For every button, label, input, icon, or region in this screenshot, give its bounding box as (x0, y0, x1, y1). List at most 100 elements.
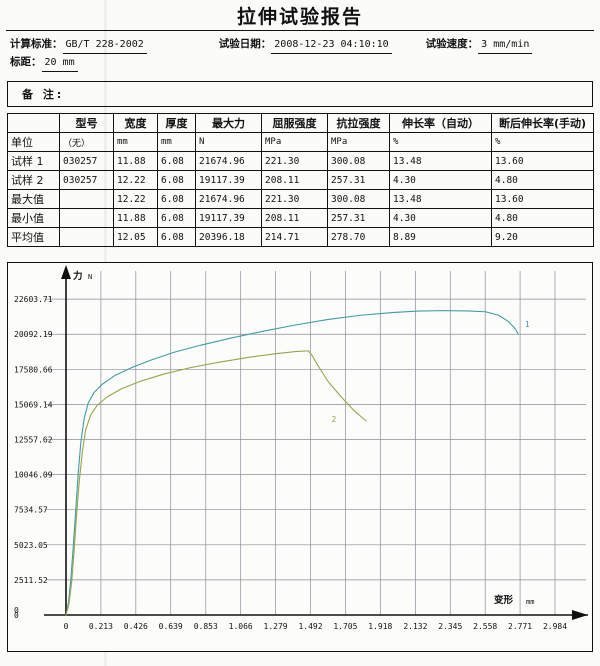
table-cell: 6.08 (157, 208, 196, 228)
x-tick-label: 1.918 (368, 622, 392, 631)
table-cell: 300.08 (327, 189, 390, 209)
table-row: 平均值 12.05 6.08 20396.18 214.71 278.70 8.89 9.20 (7, 227, 594, 247)
table-row: 试样 1 030257 11.88 6.08 21674.96 221.30 300.08 1… (7, 151, 594, 171)
table-cell: MPa (261, 132, 328, 152)
report-meta: 计算标准： GB/T 228-2002 试验日期： 2008-12-23 04:… (0, 31, 600, 74)
y-tick-label: 7534.57 (14, 506, 48, 515)
curve-series (65, 310, 519, 616)
table-cell: 300.08 (327, 151, 390, 171)
meta-field-gauge-length: 标距： 20 mm (10, 54, 78, 72)
table-cell: % (491, 132, 594, 152)
table-row: 单位 （无） mm mm N MPa MPa%% (7, 132, 594, 152)
table-cell (59, 189, 114, 209)
table-header-cell: 型号 (59, 113, 114, 133)
y-tick-label: 2511.52 (14, 576, 48, 585)
table-cell: 21674.96 (195, 151, 262, 171)
table-row-label: 试样 1 (7, 151, 60, 171)
meta-field-date: 试验日期： 2008-12-23 04:10:10 (219, 36, 392, 54)
meta-row-1: 计算标准： GB/T 228-2002 试验日期： 2008-12-23 04:… (10, 36, 590, 54)
y-origin-label: 0 (14, 606, 19, 615)
meta-label-speed: 试验速度： (425, 38, 479, 50)
x-tick-label: 1.492 (298, 622, 322, 631)
table-cell: 12.05 (113, 227, 158, 247)
table-cell (59, 227, 114, 247)
table-cell: N (195, 132, 262, 152)
y-tick-label: 17580.66 (14, 365, 53, 374)
x-tick-label: 1.705 (333, 622, 357, 631)
table-header-cell: 伸长率（自动） (389, 113, 492, 133)
table-cell: 257.31 (327, 170, 390, 190)
meta-value-gauge-length: 20 mm (41, 54, 78, 72)
y-axis-unit: N (88, 273, 92, 281)
meta-value-speed: 3 mm/min (478, 36, 533, 54)
table-row-label: 最小值 (7, 208, 60, 228)
table-cell: 214.71 (261, 227, 328, 247)
x-tick-label: 2.558 (473, 622, 497, 631)
page-title: 拉伸试验报告 (236, 6, 363, 28)
table-cell: 12.22 (113, 189, 158, 209)
table-cell: 030257 (59, 151, 114, 171)
table-header-cell: 抗拉强度 (327, 113, 390, 133)
table-cell: % (389, 132, 492, 152)
table-row-label: 平均值 (7, 227, 60, 247)
table-row: 最小值 11.88 6.08 19117.39 208.11 257.31 4.30 4.80 (7, 208, 594, 228)
meta-field-speed: 试验速度： 3 mm/min (426, 36, 533, 54)
curve-label: 1 (525, 320, 530, 329)
table-cell: 208.11 (261, 170, 328, 190)
table-cell: 11.88 (113, 208, 158, 228)
table-cell: 19117.39 (195, 170, 262, 190)
table-cell: 030257 (59, 170, 114, 190)
table-header-cell: 厚度 (157, 113, 196, 133)
table-cell: 13.48 (389, 151, 492, 171)
table-row: 试样 2 030257 12.22 6.08 19117.39 208.11 257.31 4… (7, 170, 594, 190)
force-deformation-chart: 0 2511.52 5023.05 7534.57 10046.09 12557.62 15… (7, 262, 593, 652)
y-tick-label: 10046.09 (14, 471, 53, 480)
x-tick-label: 0.213 (89, 622, 113, 631)
y-tick-label: 20092.19 (14, 330, 53, 339)
table-header-corner (7, 113, 60, 133)
table-cell: 278.70 (327, 227, 390, 247)
table-cell: 4.30 (389, 208, 492, 228)
table-row-label: 最大值 (7, 189, 60, 209)
x-axis-arrow-icon (572, 610, 588, 620)
curve-label: 2 (331, 415, 336, 424)
title-divider (6, 30, 594, 31)
x-tick-label: 0.639 (159, 622, 183, 631)
table-cell: 6.08 (157, 189, 196, 209)
y-tick-label: 22603.71 (14, 295, 53, 304)
table-cell: 6.08 (157, 227, 196, 247)
meta-value-standard: GB/T 228-2002 (62, 36, 147, 54)
x-tick-label: 1.066 (229, 622, 253, 631)
table-cell: 6.08 (157, 151, 196, 171)
meta-field-standard: 计算标准： GB/T 228-2002 (10, 36, 147, 54)
table-cell: 11.88 (113, 151, 158, 171)
x-tick-label: 2.132 (403, 622, 427, 631)
table-cell: （无） (59, 132, 114, 152)
table-cell: 4.80 (491, 208, 594, 228)
table-header-cell: 宽度 (113, 113, 158, 133)
y-axis-arrow-icon (61, 265, 71, 279)
table-cell: 21674.96 (195, 189, 262, 209)
x-tick-label: 2.771 (508, 622, 532, 631)
results-table: 型号 宽度 厚度 最大力 屈服强度 抗拉强度 伸长率（自动） 断后伸长率(手动) 单位 （无） mm… (7, 113, 594, 247)
x-tick-label: 2.345 (438, 622, 462, 631)
meta-label-date: 试验日期： (218, 38, 272, 50)
x-tick-label: 0 (64, 622, 69, 631)
table-header-cell: 最大力 (195, 113, 262, 133)
table-cell (59, 208, 114, 228)
table-cell: 4.80 (491, 170, 594, 190)
table-header-cell: 屈服强度 (261, 113, 328, 133)
table-cell: 221.30 (261, 151, 328, 171)
table-cell: 13.60 (491, 151, 594, 171)
table-cell: 8.89 (389, 227, 492, 247)
y-tick-label: 15069.14 (14, 400, 53, 409)
y-tick-label: 0 (14, 611, 19, 620)
x-tick-label: 1.279 (264, 622, 288, 631)
table-cell: 208.11 (261, 208, 328, 228)
table-cell: 13.60 (491, 189, 594, 209)
remark-box: 备 注: (7, 81, 593, 107)
table-cell: 221.30 (261, 189, 328, 209)
table-cell: 13.48 (389, 189, 492, 209)
y-tick-label: 12557.62 (14, 436, 53, 445)
